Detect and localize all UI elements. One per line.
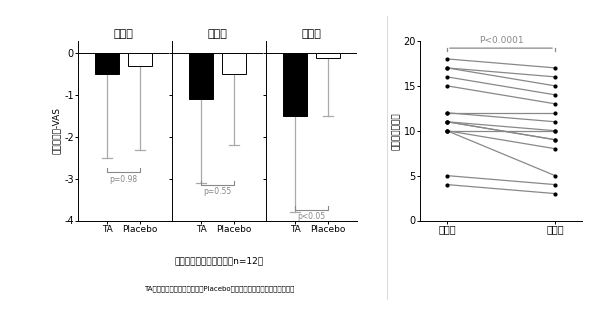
Text: P<0.0001: P<0.0001: [479, 37, 523, 45]
Bar: [128, 54, 152, 66]
Text: p<0.05: p<0.05: [298, 212, 326, 221]
Bar: [316, 54, 340, 58]
Bar: [95, 54, 119, 74]
Text: p=0.98: p=0.98: [109, 175, 137, 184]
Y-axis label: 痒みの変化-VAS: 痒みの変化-VAS: [52, 107, 61, 154]
Text: p=0.55: p=0.55: [203, 187, 232, 196]
Bar: [222, 54, 246, 74]
Text: TA：タンニン酸配合入浴劑　Placebo：タンニン酸を配合しない入浴劑: TA：タンニン酸配合入浴劑 Placebo：タンニン酸を配合しない入浴劑: [144, 285, 294, 292]
Title: 午　前: 午 前: [113, 29, 133, 39]
Y-axis label: 臨床症状スコア: 臨床症状スコア: [392, 112, 401, 150]
Bar: [283, 54, 307, 116]
Title: 夜　間: 夜 間: [302, 29, 322, 39]
Title: 午　後: 午 後: [208, 29, 227, 39]
Bar: [189, 54, 213, 100]
Text: 軽症から中等症の患者（n=12）: 軽症から中等症の患者（n=12）: [175, 257, 263, 266]
